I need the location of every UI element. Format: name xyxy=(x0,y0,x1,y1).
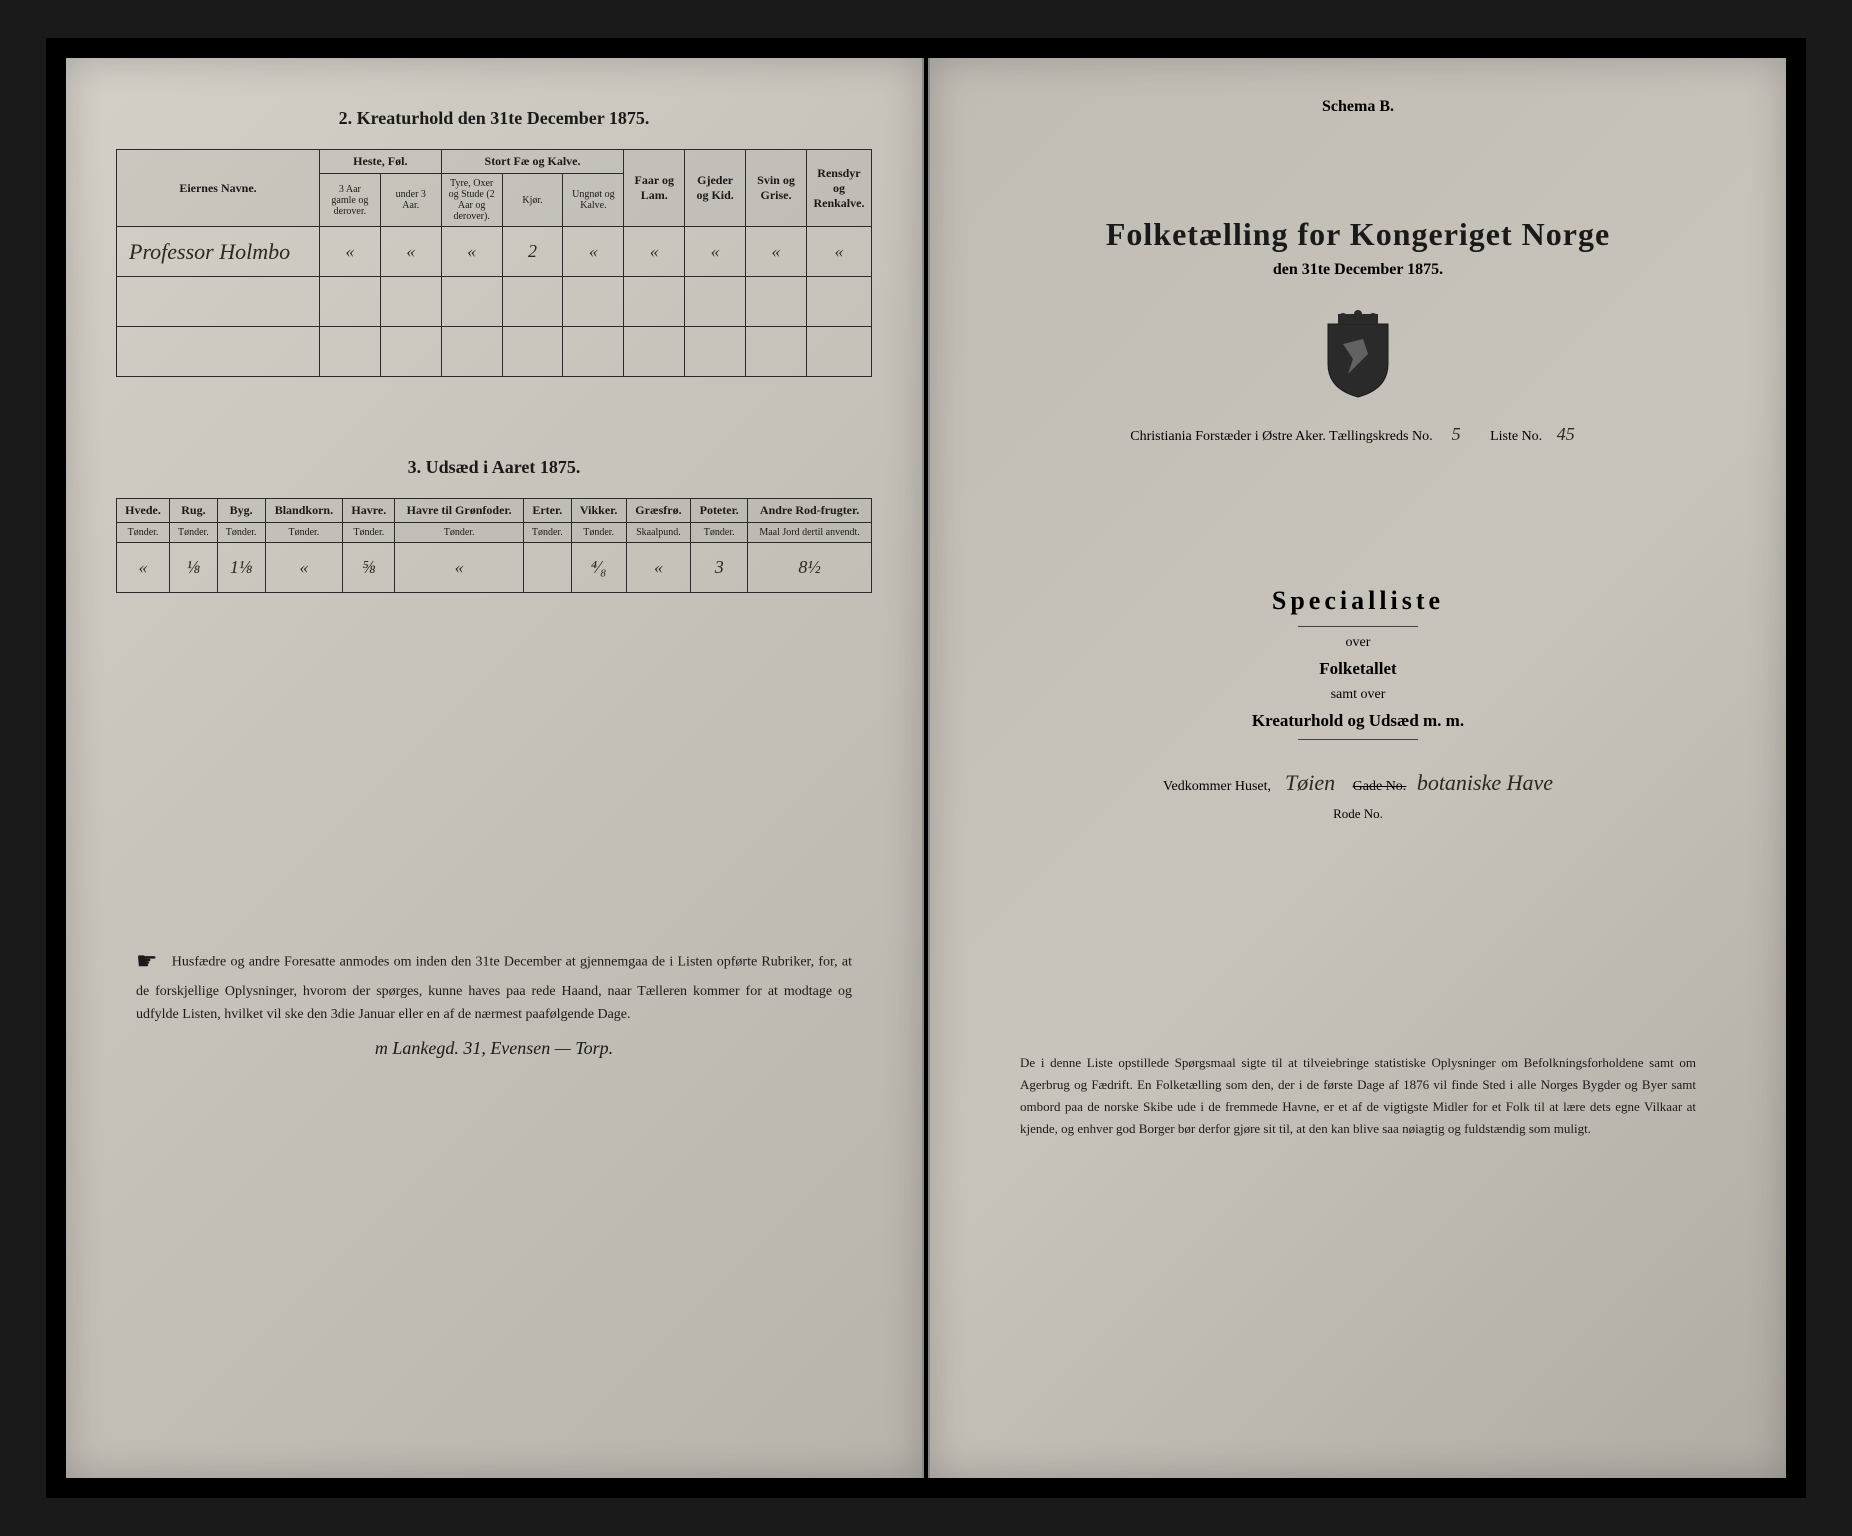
th-havre: Havre. xyxy=(343,499,395,523)
cell: 3 xyxy=(691,543,748,593)
th-hvede: Hvede. xyxy=(117,499,170,523)
spec-samt: samt over xyxy=(980,687,1736,703)
gade-label: Gade No. xyxy=(1353,779,1407,794)
cell: « xyxy=(624,227,685,277)
th-hunder3: under 3 Aar. xyxy=(380,174,441,227)
footer-text: Husfædre og andre Foresatte anmodes om i… xyxy=(136,954,852,1021)
kreds-no: 5 xyxy=(1436,424,1476,446)
loc-prefix: Christiania Forstæder i Østre Aker. Tæll… xyxy=(1130,429,1432,444)
cell: « xyxy=(265,543,343,593)
cell: « xyxy=(441,227,502,277)
cell: « xyxy=(319,227,380,277)
livestock-table: Eiernes Navne. Heste, Føl. Stort Fæ og K… xyxy=(116,149,872,377)
th-rodfr: Andre Rod-frugter. xyxy=(748,499,872,523)
cell: ⁴⁄₈ xyxy=(571,543,626,593)
spec-folk: Folketallet xyxy=(980,659,1736,679)
house-line: Vedkommer Huset, Tøien Gade No. botanisk… xyxy=(980,770,1736,796)
cell: « xyxy=(563,227,624,277)
cell: ⅝ xyxy=(343,543,395,593)
cell: « xyxy=(806,227,871,277)
th-pigs: Svin og Grise. xyxy=(746,150,807,227)
th-poteter: Poteter. xyxy=(691,499,748,523)
owner-cell: Professor Holmbo xyxy=(117,227,320,277)
cell: 2 xyxy=(502,227,563,277)
coat-of-arms-icon xyxy=(980,309,1736,404)
unit: Tønder. xyxy=(571,523,626,543)
th-vikker: Vikker. xyxy=(571,499,626,523)
th-byg: Byg. xyxy=(217,499,265,523)
unit: Tønder. xyxy=(691,523,748,543)
divider xyxy=(1298,626,1418,627)
table-row: Professor Holmbo « « « 2 « « « « « xyxy=(117,227,872,277)
unit: Tønder. xyxy=(170,523,218,543)
th-ungnot: Ungnøt og Kalve. xyxy=(563,174,624,227)
th-owner: Eiernes Navne. xyxy=(117,150,320,227)
th-reindeer: Rensdyr og Renkalve. xyxy=(806,150,871,227)
unit: Tønder. xyxy=(343,523,395,543)
cell xyxy=(523,543,571,593)
footer-signature: m Lankegd. 31, Evensen — Torp. xyxy=(136,1034,852,1063)
house-label: Vedkommer Huset, xyxy=(1163,779,1271,794)
house-name: Tøien xyxy=(1285,770,1335,795)
gade-value: botaniske Have xyxy=(1417,770,1553,795)
table-row xyxy=(117,327,872,377)
table-row: « ⅛ 1⅛ « ⅝ « ⁴⁄₈ « 3 8½ xyxy=(117,543,872,593)
spec-over: over xyxy=(980,635,1736,651)
cell: « xyxy=(380,227,441,277)
cell: 1⅛ xyxy=(217,543,265,593)
left-page: 2. Kreaturhold den 31te December 1875. E… xyxy=(66,58,924,1478)
unit: Tønder. xyxy=(523,523,571,543)
unit: Tønder. xyxy=(395,523,524,543)
th-rug: Rug. xyxy=(170,499,218,523)
liste-label: Liste No. xyxy=(1490,429,1542,444)
rode-line: Rode No. xyxy=(980,806,1736,822)
cell: « xyxy=(395,543,524,593)
th-goats: Gjeder og Kid. xyxy=(685,150,746,227)
liste-no: 45 xyxy=(1546,424,1586,446)
cell: « xyxy=(746,227,807,277)
th-cattle: Stort Fæ og Kalve. xyxy=(441,150,624,174)
th-tyre: Tyre, Oxer og Stude (2 Aar og derover). xyxy=(441,174,502,227)
cell: « xyxy=(117,543,170,593)
bottom-paragraph: De i denne Liste opstillede Spørgsmaal s… xyxy=(980,1052,1736,1140)
cell: 8½ xyxy=(748,543,872,593)
th-erter: Erter. xyxy=(523,499,571,523)
location-line: Christiania Forstæder i Østre Aker. Tæll… xyxy=(980,424,1736,446)
cell: ⅛ xyxy=(170,543,218,593)
unit: Skaalpund. xyxy=(626,523,691,543)
pointing-hand-icon: ☛ xyxy=(136,943,158,981)
cell: « xyxy=(626,543,691,593)
main-title: Folketælling for Kongeriget Norge xyxy=(980,216,1736,253)
unit: Tønder. xyxy=(117,523,170,543)
cell: « xyxy=(685,227,746,277)
right-page: Schema B. Folketælling for Kongeriget No… xyxy=(928,58,1786,1478)
section2-title: 2. Kreaturhold den 31te December 1875. xyxy=(116,108,872,129)
th-bland: Blandkorn. xyxy=(265,499,343,523)
unit: Tønder. xyxy=(217,523,265,543)
spec-kreatur: Kreaturhold og Udsæd m. m. xyxy=(980,711,1736,731)
th-h3aar: 3 Aar gamle og derover. xyxy=(319,174,380,227)
section3-title: 3. Udsæd i Aaret 1875. xyxy=(116,457,872,478)
schema-label: Schema B. xyxy=(980,98,1736,116)
specialliste-title: Specialliste xyxy=(980,586,1736,616)
th-grasfro: Græsfrø. xyxy=(626,499,691,523)
th-sheep: Faar og Lam. xyxy=(624,150,685,227)
table-row xyxy=(117,277,872,327)
sub-title: den 31te December 1875. xyxy=(980,261,1736,279)
th-horses: Heste, Føl. xyxy=(319,150,441,174)
seed-table: Hvede. Rug. Byg. Blandkorn. Havre. Havre… xyxy=(116,498,872,593)
unit: Maal Jord dertil anvendt. xyxy=(748,523,872,543)
divider xyxy=(1298,739,1418,740)
th-kjor: Kjør. xyxy=(502,174,563,227)
unit: Tønder. xyxy=(265,523,343,543)
th-havregron: Havre til Grønfoder. xyxy=(395,499,524,523)
footer-note: ☛ Husfædre og andre Foresatte anmodes om… xyxy=(116,943,872,1063)
